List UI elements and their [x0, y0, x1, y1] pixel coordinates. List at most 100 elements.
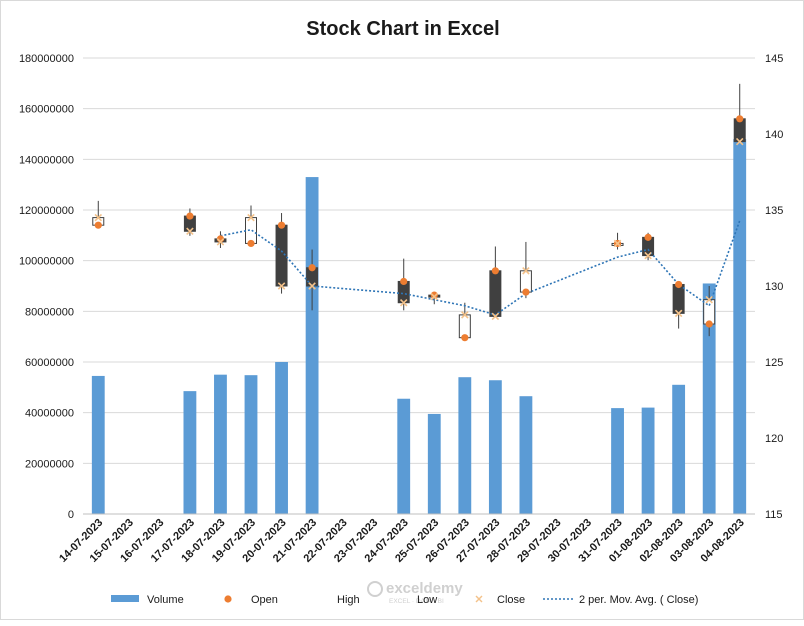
- close-marker-stroke: [216, 238, 225, 246]
- close-marker: [430, 292, 439, 301]
- open-close-markers: [94, 115, 744, 342]
- legend-moving-average-label: 2 per. Mov. Avg. ( Close): [579, 594, 698, 606]
- legend-close: Close: [475, 594, 525, 606]
- close-marker: [522, 267, 530, 275]
- y-right-tick-label: 120: [765, 433, 783, 445]
- volume-bar: [91, 375, 105, 514]
- open-marker: [491, 267, 499, 275]
- legend-volume-label: Volume: [147, 594, 184, 606]
- close-marker-stroke: [735, 137, 744, 146]
- close-marker: [613, 239, 622, 248]
- close-marker-stroke: [613, 239, 622, 248]
- watermark-tagline: EXCEL · DATA · BI: [389, 598, 444, 605]
- legend-close-label: Close: [497, 594, 525, 606]
- open-marker: [430, 291, 438, 299]
- close-marker-stroke: [674, 309, 683, 318]
- y-right-tick-label: 135: [765, 205, 783, 217]
- open-marker: [247, 239, 255, 248]
- close-marker-stroke: [461, 311, 469, 319]
- y-left-tick-label: 180000000: [19, 53, 74, 65]
- open-marker: [736, 115, 744, 123]
- y-left-tick-label: 0: [68, 509, 74, 521]
- legend-close-swatch: [475, 595, 483, 603]
- volume-bar: [214, 374, 227, 514]
- close-marker: [399, 298, 408, 307]
- legend-low-label: Low: [417, 594, 437, 606]
- volume-bar: [519, 396, 533, 514]
- secondary-y-axis: 115 120 125 130 135 140 145: [765, 53, 783, 521]
- open-marker: [675, 280, 683, 289]
- close-marker-stroke: [644, 251, 652, 260]
- legend-high-label: High: [337, 594, 360, 606]
- moving-average-line: [220, 220, 741, 316]
- close-marker: [216, 238, 225, 246]
- close-marker: [735, 137, 744, 146]
- y-left-tick-label: 40000000: [25, 408, 74, 420]
- volume-bar: [641, 407, 655, 514]
- close-marker: [705, 295, 713, 304]
- open-marker: [400, 277, 408, 286]
- primary-y-axis: 0 20000000 40000000 60000000 80000000 1000000…: [19, 53, 74, 521]
- close-marker: [247, 213, 255, 222]
- legend-open: Open: [224, 594, 278, 606]
- y-left-tick-label: 20000000: [25, 458, 74, 470]
- legend-volume-swatch: [111, 595, 139, 602]
- x-axis: 14-07-202315-07-202316-07-202317-07-2023…: [57, 513, 755, 565]
- close-marker: [186, 227, 194, 236]
- close-marker-stroke: [308, 282, 316, 290]
- close-swatch-stroke: [475, 595, 483, 603]
- volume-bar: [733, 139, 747, 515]
- y-left-tick-label: 140000000: [19, 154, 74, 166]
- volume-bar: [458, 377, 472, 514]
- y-left-tick-label: 120000000: [19, 205, 74, 217]
- open-marker: [644, 233, 652, 241]
- y-right-tick-label: 140: [765, 129, 783, 141]
- moving-average-series: [220, 220, 741, 316]
- watermark-brand: exceldemy: [386, 580, 463, 597]
- close-marker-stroke: [247, 213, 255, 222]
- legend-low: Low: [417, 594, 437, 606]
- volume-bar: [488, 380, 502, 514]
- legend-high: High: [337, 594, 360, 606]
- candle-body: [672, 283, 685, 314]
- y-right-tick-label: 130: [765, 281, 783, 293]
- volume-bar: [702, 283, 716, 514]
- close-marker-stroke: [522, 267, 530, 275]
- candle-body: [275, 224, 288, 287]
- volume-bar: [305, 177, 319, 515]
- open-marker: [705, 320, 713, 328]
- volume-bar: [244, 375, 258, 514]
- legend: Volume Open High Low Close 2 per. Mov. Avg. (…: [111, 594, 698, 606]
- volume-bar: [672, 384, 686, 514]
- open-marker: [186, 212, 194, 220]
- chart-title: Stock Chart in Excel: [306, 18, 499, 40]
- close-marker: [94, 213, 103, 222]
- close-marker-stroke: [186, 227, 194, 236]
- volume-bar: [183, 391, 197, 514]
- candle-body: [703, 299, 716, 325]
- volume-bar: [397, 398, 411, 514]
- candle-body: [245, 217, 257, 244]
- close-marker: [674, 309, 683, 318]
- close-marker: [644, 251, 652, 260]
- close-marker: [277, 282, 286, 290]
- close-marker: [308, 282, 316, 290]
- close-marker-stroke: [491, 312, 500, 321]
- volume-bar: [427, 413, 441, 514]
- close-marker-stroke: [399, 298, 408, 307]
- volume-series: [91, 139, 747, 515]
- legend-moving-average: 2 per. Mov. Avg. ( Close): [543, 594, 698, 606]
- y-right-tick-label: 115: [765, 509, 783, 521]
- close-marker-stroke: [277, 282, 286, 290]
- close-marker: [491, 312, 500, 321]
- open-marker: [94, 221, 102, 229]
- y-left-tick-label: 100000000: [19, 256, 74, 268]
- candlestick-series: [92, 83, 746, 341]
- y-left-tick-label: 80000000: [25, 306, 74, 318]
- close-marker-stroke: [94, 213, 103, 222]
- exceldemy-watermark: exceldemy EXCEL · DATA · BI: [367, 580, 463, 605]
- legend-open-swatch: [224, 595, 232, 603]
- open-marker: [461, 334, 469, 342]
